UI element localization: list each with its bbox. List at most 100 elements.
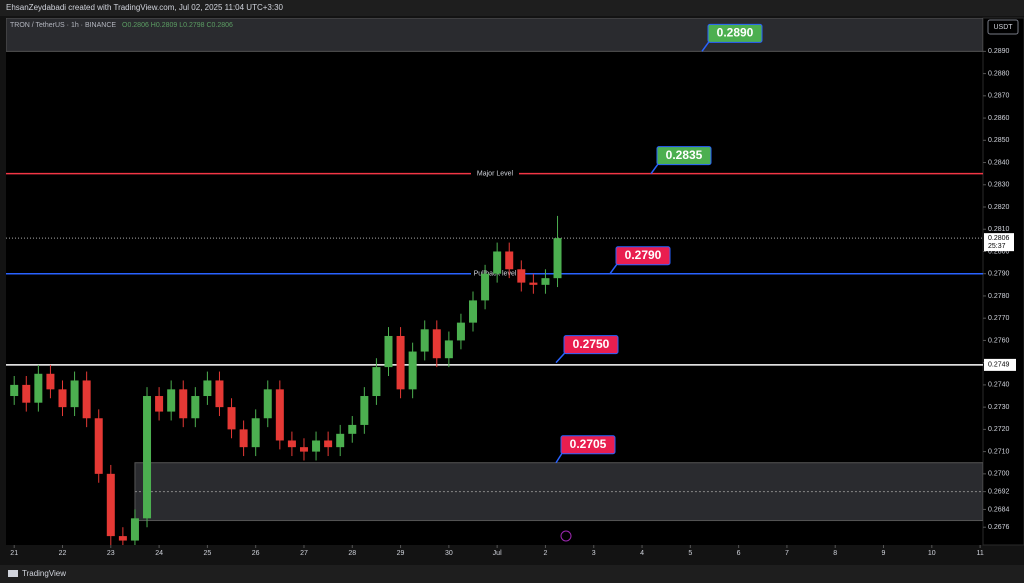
candle-body [336,433,345,448]
candle-body [215,380,224,408]
candle-body [167,389,176,412]
callout-box [656,146,712,166]
candle-body [505,251,514,270]
symbol: TRON / TetherUS · 1h · BINANCE [10,22,116,29]
candle-body [432,329,441,359]
plot-area [6,18,983,545]
callout-label: 0.2705 [570,437,607,451]
candle-body [130,518,139,541]
x-tick-label: 3 [592,550,596,557]
candle-body [118,536,127,541]
top-bar [0,0,1024,16]
callout-label: 0.2790 [625,248,662,262]
countdown-label: 25:37 [988,243,1006,250]
x-tick-label: 7 [785,550,789,557]
candle-body [541,278,550,285]
x-tick-label: 11 [976,550,983,557]
y-tick-label: 0.2870 [988,93,1010,100]
x-tick-label: 9 [882,550,886,557]
callout-box [563,335,619,355]
candle-body [408,351,417,390]
y-tick-label: 0.2790 [988,271,1010,278]
y-tick-label: 0.2720 [988,426,1010,433]
footer-bar [0,565,1024,583]
candle-body [493,251,502,274]
candle-body [372,367,381,397]
y-tick-label: 0.2840 [988,159,1010,166]
candle-body [143,396,152,519]
y-tick-label: 0.2740 [988,382,1010,389]
y-tick-label: 0.2800 [988,248,1010,255]
brand: TradingView [22,569,66,578]
candle-body [191,396,200,419]
candle-body [384,335,393,368]
x-tick-label: Jul [493,550,502,557]
y-tick-label: 0.2810 [988,226,1010,233]
callout-box [560,435,616,455]
current-price-box [984,233,1014,252]
credit: EhsanZeydabadi created with TradingView.… [6,3,284,12]
x-tick-label: 23 [107,550,115,557]
x-tick-label: 25 [203,550,211,557]
y-tick-label: 0.2830 [988,182,1010,189]
x-tick-label: 28 [348,550,356,557]
candle-body [275,389,284,441]
candle-body [179,389,188,419]
candle-body [70,380,79,408]
x-tick-label: 5 [688,550,692,557]
unit-box [987,19,1019,35]
callout-box [707,23,763,43]
candle-body [299,447,308,452]
x-tick-label: 21 [10,550,18,557]
candle-body [239,429,248,448]
y-tick-label: 0.2676 [988,524,1010,531]
callout-label: 0.2890 [717,26,754,40]
y-tick-label: 0.2860 [988,115,1010,122]
x-tick-label: 22 [59,550,67,557]
candle-body [348,424,357,434]
candle-body [94,418,103,474]
candle-body [251,418,260,448]
y-tick-label: 0.2820 [988,204,1010,211]
candle-body [481,273,490,301]
x-tick-label: 8 [833,550,837,557]
x-tick-label: 27 [300,550,308,557]
candle-body [22,384,31,403]
candle-body [396,335,405,390]
y-tick-label: 0.2880 [988,70,1010,77]
candle-body [312,440,321,452]
candle-body [529,282,538,285]
current-price-label: 0.2806 [988,235,1010,242]
level-label: Major Level [477,170,514,177]
y-tick-label: 0.2692 [988,488,1010,495]
x-tick-label: 10 [928,550,936,557]
ohlc: O0.2806 H0.2809 L0.2798 C0.2806 [122,22,233,29]
candle-body [10,384,19,397]
x-tick-label: 26 [252,550,260,557]
callout-label: 0.2835 [666,148,703,162]
callout-box [615,246,671,266]
candle-body [324,440,333,448]
candle-body [46,373,55,390]
candle-body [263,389,272,419]
candle-body [155,396,164,412]
unit: USDT [993,24,1013,31]
x-tick-label: 6 [737,550,741,557]
candle-body [227,407,236,430]
y-tick-label: 0.2770 [988,315,1010,322]
brand-logo [8,570,18,577]
y-tick-label: 0.2684 [988,506,1010,513]
candle-body [517,269,526,283]
candle-body [469,300,478,323]
zone [6,18,983,52]
candle-body [456,322,465,341]
plot: Major Level Pullback level [6,18,983,545]
axis-marker-label: 0.2749 [988,362,1010,369]
y-tick-label: 0.2890 [988,48,1010,55]
x-tick-label: 29 [397,550,405,557]
candle-body [553,238,562,279]
candle-body [420,329,429,352]
candle-body [82,380,91,419]
callout-label: 0.2750 [573,337,610,351]
